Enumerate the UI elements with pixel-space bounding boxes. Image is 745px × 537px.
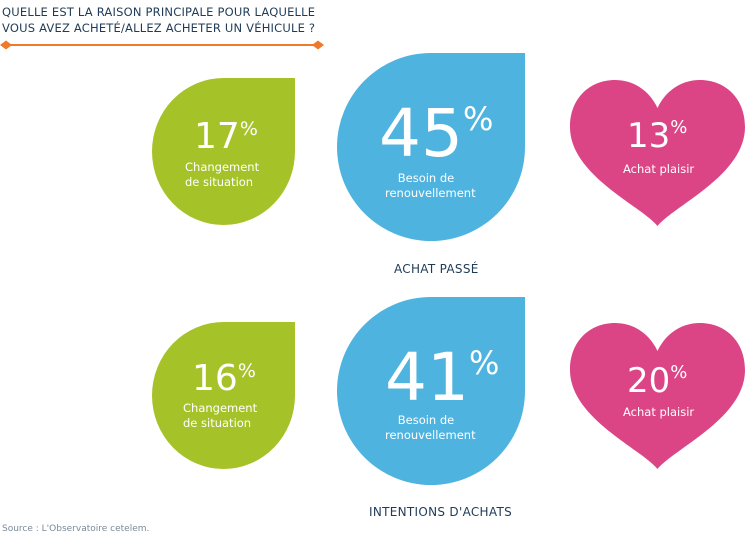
question-line-2: VOUS AVEZ ACHETÉ/ALLEZ ACHETER UN VÉHICU… — [2, 21, 316, 35]
value-20: 20% — [627, 361, 688, 401]
leaf-changement-situation-intentions: 16% Changement de situation — [150, 322, 295, 469]
heart-achat-plaisir-intentions: 20% Achat plaisir — [570, 323, 745, 471]
label-achat-plaisir: Achat plaisir — [623, 162, 695, 176]
green-leaf-shape — [152, 322, 295, 469]
blue-leaf-shape — [337, 53, 525, 241]
label-changement-situation: Changement de situation — [183, 401, 258, 430]
question-line-1: QUELLE EST LA RAISON PRINCIPALE POUR LAQ… — [2, 5, 316, 19]
label-besoin-renouvellement: Besoin de renouvellement — [385, 413, 476, 442]
value-41: 41% — [385, 339, 500, 416]
leaf-besoin-renouvellement-passe: 45% Besoin de renouvellement — [337, 53, 525, 241]
value-16: 16% — [192, 358, 256, 399]
value-45: 45% — [379, 95, 494, 172]
orange-divider-rule — [0, 40, 324, 50]
green-leaf-shape — [152, 78, 295, 225]
heart-achat-plaisir-passe: 13% Achat plaisir — [570, 80, 745, 228]
blue-leaf-shape — [337, 297, 525, 485]
pink-heart-shape — [570, 80, 745, 226]
value-13: 13% — [627, 116, 688, 156]
label-achat-plaisir: Achat plaisir — [623, 405, 695, 419]
value-17: 17% — [194, 116, 258, 157]
leaf-besoin-renouvellement-intentions: 41% Besoin de renouvellement — [337, 297, 525, 485]
question-title: QUELLE EST LA RAISON PRINCIPALE POUR LAQ… — [2, 4, 332, 36]
source-note: Source : L'Observatoire cetelem. — [2, 524, 150, 534]
section-title-achat-passe: ACHAT PASSÉ — [394, 262, 479, 276]
label-changement-situation: Changement de situation — [185, 160, 260, 189]
leaf-changement-situation-passe: 17% Changement de situation — [150, 78, 295, 225]
section-title-intentions-achats: INTENTIONS D'ACHATS — [369, 505, 512, 519]
pink-heart-shape — [570, 323, 745, 469]
label-besoin-renouvellement: Besoin de renouvellement — [385, 171, 476, 200]
